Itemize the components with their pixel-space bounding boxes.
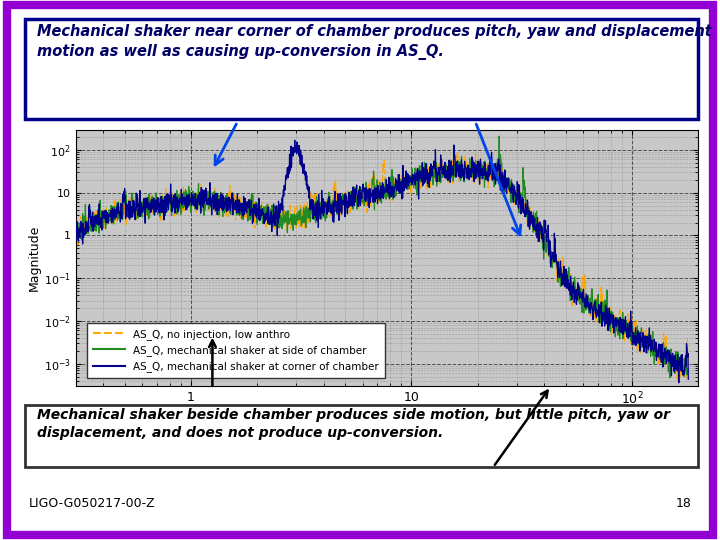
Bar (25, 405, 698, 467)
Text: Mechanical shaker beside chamber produces side motion, but little pitch, yaw or
: Mechanical shaker beside chamber produce… (37, 408, 670, 440)
Bar (25, 19, 698, 119)
Text: Mechanical shaker near corner of chamber produces pitch, yaw and displacement
mo: Mechanical shaker near corner of chamber… (37, 24, 712, 60)
Y-axis label: Magnitude: Magnitude (28, 225, 41, 291)
Legend: AS_Q, no injection, low anthro, AS_Q, mechanical shaker at side of chamber, AS_Q: AS_Q, no injection, low anthro, AS_Q, me… (87, 323, 385, 379)
Text: LIGO-G050217-00-Z: LIGO-G050217-00-Z (29, 497, 156, 510)
Text: 18: 18 (675, 497, 691, 510)
